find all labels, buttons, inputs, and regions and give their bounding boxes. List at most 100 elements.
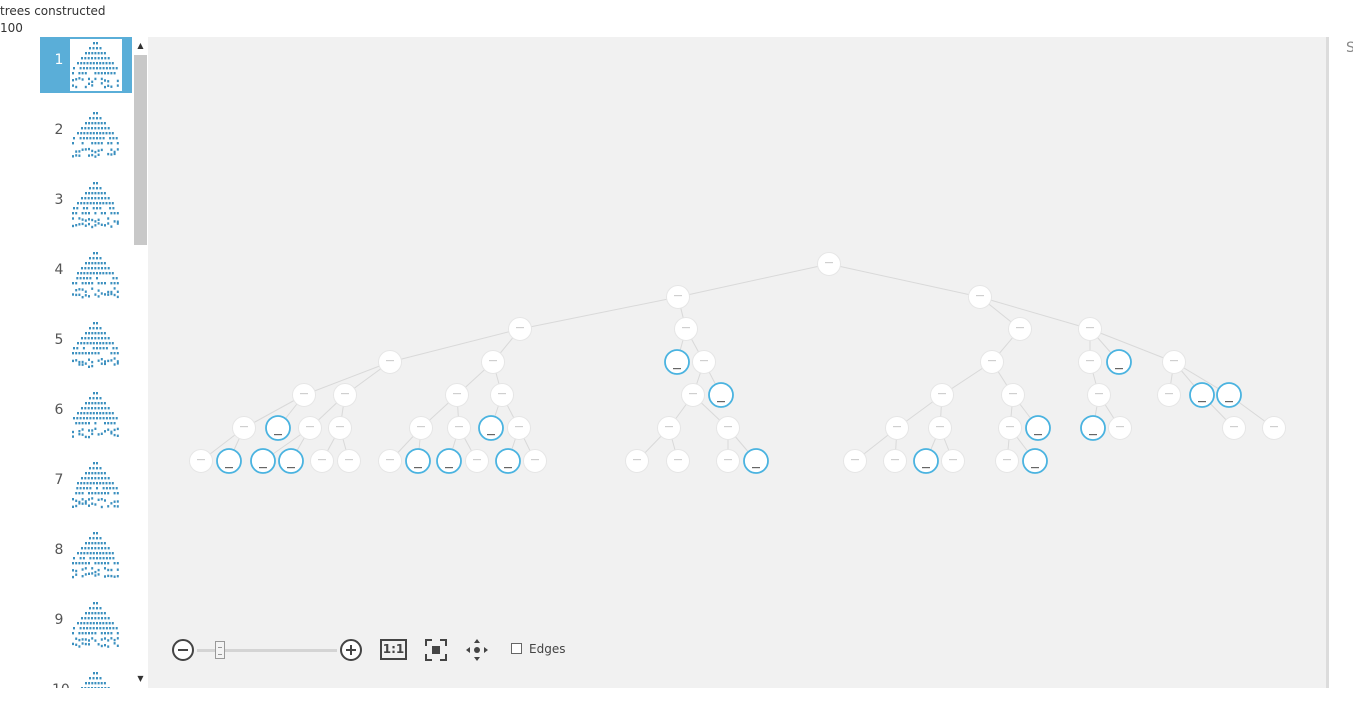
tree-thumbnail-icon [72, 602, 119, 648]
tree-split-node[interactable] [681, 383, 705, 407]
tree-leaf-node[interactable] [708, 382, 734, 408]
tree-split-node[interactable] [1008, 317, 1032, 341]
zoom-in-icon[interactable] [340, 639, 362, 661]
tree-thumbnail-number: 8 [54, 542, 64, 558]
tree-split-node[interactable] [523, 449, 547, 473]
zoom-slider[interactable] [197, 649, 337, 652]
tree-thumbnail-icon [70, 39, 122, 91]
tree-split-node[interactable] [716, 449, 740, 473]
tree-thumbnail[interactable]: 7 [40, 457, 132, 513]
tree-leaf-node[interactable] [436, 448, 462, 474]
tree-split-node[interactable] [930, 383, 954, 407]
tree-split-node[interactable] [333, 383, 357, 407]
tree-split-node[interactable] [941, 449, 965, 473]
zoom-slider-handle[interactable] [215, 641, 225, 659]
tree-split-node[interactable] [674, 317, 698, 341]
tree-thumbnail[interactable]: 9 [40, 597, 132, 653]
scrollbar-thumb[interactable] [134, 55, 147, 245]
tree-split-node[interactable] [1087, 383, 1111, 407]
tree-split-node[interactable] [490, 383, 514, 407]
tree-split-node[interactable] [465, 449, 489, 473]
tree-split-node[interactable] [1222, 416, 1246, 440]
tree-split-node[interactable] [409, 416, 433, 440]
tree-split-node[interactable] [445, 383, 469, 407]
tree-split-node[interactable] [1078, 350, 1102, 374]
tree-split-node[interactable] [968, 285, 992, 309]
tree-split-node[interactable] [292, 383, 316, 407]
tree-split-node[interactable] [298, 416, 322, 440]
actual-size-button[interactable]: 1:1 [380, 639, 407, 660]
tree-thumbnail[interactable]: 6 [40, 387, 132, 443]
tree-split-node[interactable] [508, 317, 532, 341]
scroll-up-arrow-icon[interactable]: ▲ [137, 41, 144, 50]
panel-divider[interactable] [1326, 37, 1329, 688]
tree-split-node[interactable] [716, 416, 740, 440]
tree-split-node[interactable] [1162, 350, 1186, 374]
tree-split-node[interactable] [1108, 416, 1132, 440]
tree-split-node[interactable] [1078, 317, 1102, 341]
tree-leaf-node[interactable] [1080, 415, 1106, 441]
tree-leaf-node[interactable] [1022, 448, 1048, 474]
tree-edge [677, 263, 830, 298]
tree-thumbnail[interactable]: 4 [40, 247, 132, 303]
tree-split-node[interactable] [189, 449, 213, 473]
tree-thumbnail-icon [72, 112, 119, 158]
tree-split-node[interactable] [1001, 383, 1025, 407]
thumbnail-scrollbar[interactable]: ▲ ▼ [133, 37, 148, 688]
tree-split-node[interactable] [980, 350, 1004, 374]
zoom-out-icon[interactable] [172, 639, 194, 661]
pan-arrows-icon[interactable] [465, 638, 489, 662]
tree-split-node[interactable] [337, 449, 361, 473]
tree-leaf-node[interactable] [216, 448, 242, 474]
tree-leaf-node[interactable] [265, 415, 291, 441]
tree-split-node[interactable] [666, 285, 690, 309]
tree-split-node[interactable] [232, 416, 256, 440]
tree-split-node[interactable] [928, 416, 952, 440]
tree-split-node[interactable] [447, 416, 471, 440]
tree-edge [1089, 328, 1175, 363]
tree-split-node[interactable] [378, 350, 402, 374]
tree-split-node[interactable] [883, 449, 907, 473]
decision-tree-graph[interactable] [148, 37, 1326, 688]
tree-thumbnail[interactable]: 10 [40, 667, 132, 688]
tree-leaf-node[interactable] [1106, 349, 1132, 375]
tree-split-node[interactable] [885, 416, 909, 440]
tree-canvas[interactable] [148, 37, 1326, 688]
tree-leaf-node[interactable] [405, 448, 431, 474]
tree-split-node[interactable] [481, 350, 505, 374]
tree-leaf-node[interactable] [1216, 382, 1242, 408]
edges-checkbox[interactable] [511, 643, 522, 654]
tree-thumbnail-number: 4 [54, 262, 64, 278]
tree-split-node[interactable] [328, 416, 352, 440]
fit-to-screen-icon[interactable] [424, 638, 448, 662]
tree-thumbnail[interactable]: 5 [40, 317, 132, 373]
tree-thumbnail[interactable]: 1 [40, 37, 132, 93]
tree-leaf-node[interactable] [664, 349, 690, 375]
tree-leaf-node[interactable] [743, 448, 769, 474]
tree-split-node[interactable] [1262, 416, 1286, 440]
tree-leaf-node[interactable] [495, 448, 521, 474]
tree-split-node[interactable] [657, 416, 681, 440]
tree-split-node[interactable] [666, 449, 690, 473]
tree-leaf-node[interactable] [1025, 415, 1051, 441]
tree-leaf-node[interactable] [250, 448, 276, 474]
tree-split-node[interactable] [507, 416, 531, 440]
tree-split-node[interactable] [817, 252, 841, 276]
tree-thumbnail[interactable]: 8 [40, 527, 132, 583]
tree-leaf-node[interactable] [478, 415, 504, 441]
tree-split-node[interactable] [378, 449, 402, 473]
tree-split-node[interactable] [625, 449, 649, 473]
tree-thumbnail[interactable]: 3 [40, 177, 132, 233]
tree-leaf-node[interactable] [1189, 382, 1215, 408]
tree-split-node[interactable] [995, 449, 1019, 473]
tree-split-node[interactable] [1157, 383, 1181, 407]
tree-thumbnail[interactable]: 2 [40, 107, 132, 163]
tree-leaf-node[interactable] [913, 448, 939, 474]
scroll-down-arrow-icon[interactable]: ▼ [137, 674, 144, 683]
tree-split-node[interactable] [692, 350, 716, 374]
tree-split-node[interactable] [843, 449, 867, 473]
tree-split-node[interactable] [998, 416, 1022, 440]
tree-leaf-node[interactable] [278, 448, 304, 474]
tree-split-node[interactable] [310, 449, 334, 473]
tree-thumbnail-number: 3 [54, 192, 64, 208]
